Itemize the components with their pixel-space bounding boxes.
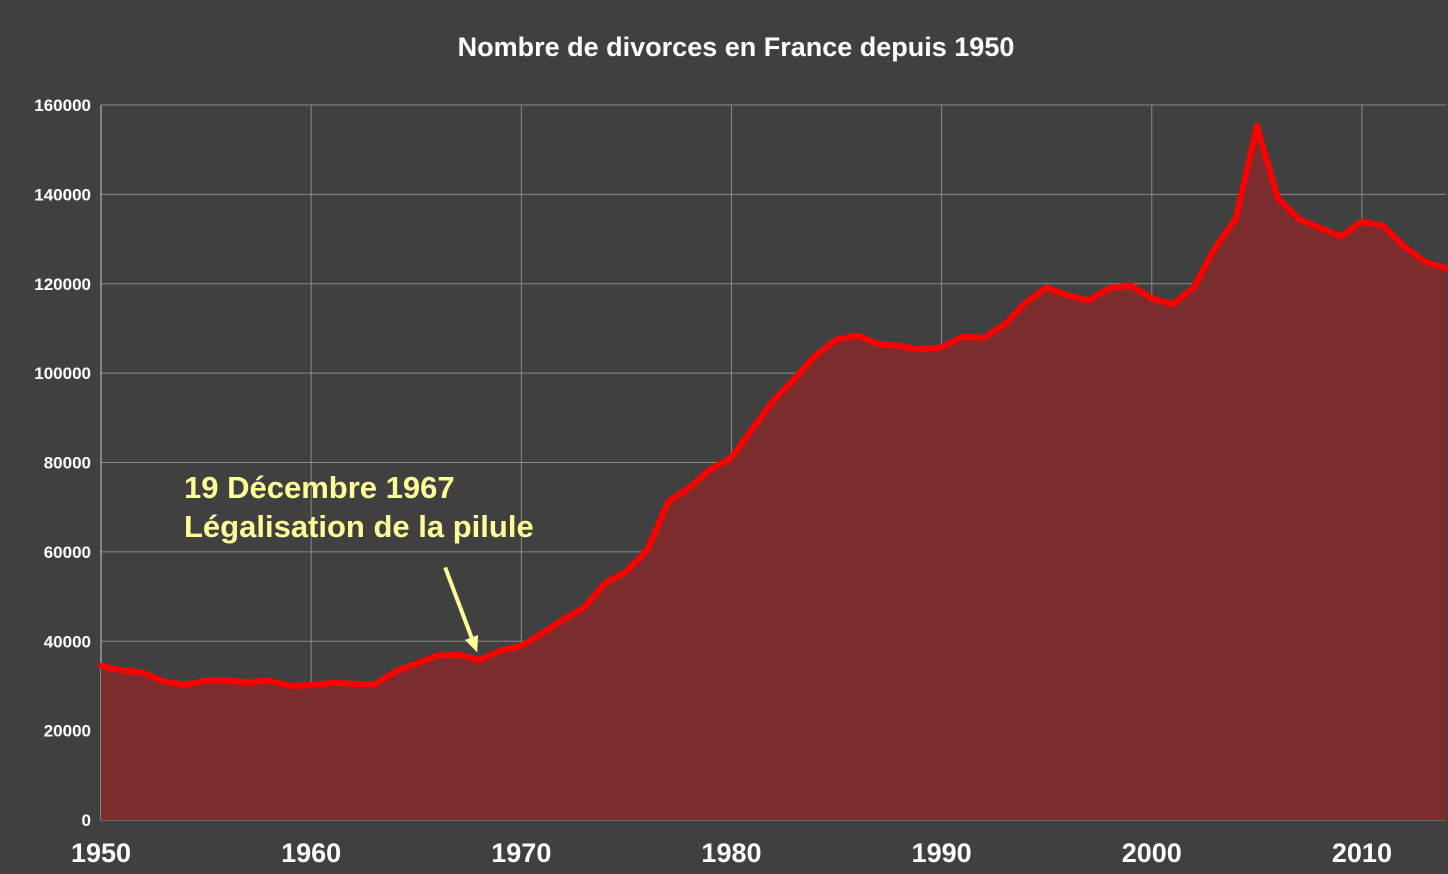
x-tick-label-2: 1970 [491,838,551,868]
series-line [98,123,1448,689]
annotation-arrow-shaft [443,566,474,639]
x-tick-label-0: 1950 [71,838,131,868]
x-tick-label-5: 2000 [1122,838,1182,868]
x-tick-label-1: 1960 [281,838,341,868]
y-tick-label-6: 120000 [34,275,91,294]
x-tick-label-4: 1990 [912,838,972,868]
annotation: 19 Décembre 1967 Légalisation de la pilu… [184,470,534,653]
annotation-arrow-head [464,634,479,653]
y-tick-label-0: 0 [82,811,91,830]
y-tick-label-4: 80000 [44,454,91,473]
annotation-line1: 19 Décembre 1967 [184,470,455,505]
y-tick-label-2: 40000 [44,632,91,651]
x-axis: 1950 1960 1970 1980 1990 2000 2010 [71,838,1392,868]
y-tick-label-8: 160000 [34,96,91,115]
y-tick-label-3: 60000 [44,543,91,562]
y-tick-label-7: 140000 [34,185,91,204]
y-axis: 0 20000 40000 60000 80000 100000 120000 140000 1… [34,96,91,830]
area-fill [101,126,1446,820]
y-tick-label-1: 20000 [44,722,91,741]
chart-title: Nombre de divorces en France depuis 1950 [458,32,1015,62]
annotation-line2: Légalisation de la pilule [184,509,534,544]
x-tick-label-3: 1980 [701,838,761,868]
x-tick-label-6: 2010 [1332,838,1392,868]
y-tick-label-5: 100000 [34,364,91,383]
